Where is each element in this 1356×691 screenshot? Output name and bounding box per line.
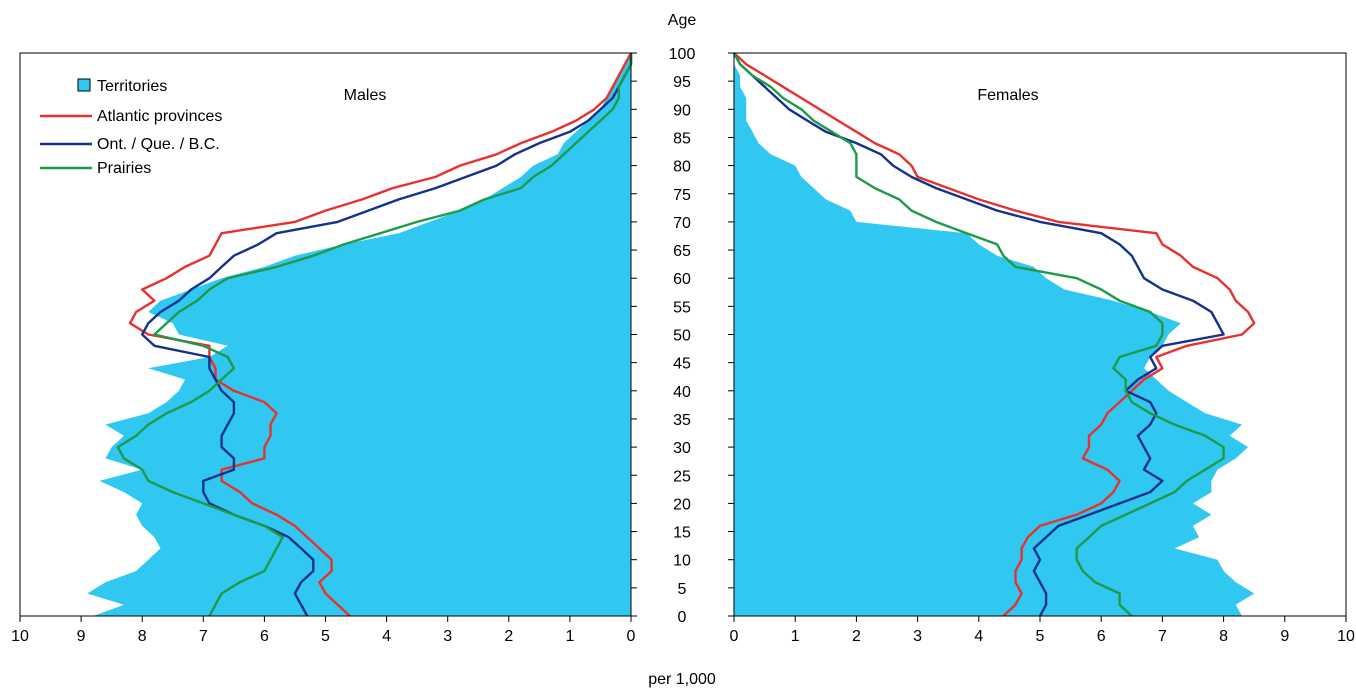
females-label: Females — [977, 87, 1038, 104]
age-tick-label: 15 — [673, 525, 691, 542]
males-x-tick-label: 10 — [11, 628, 29, 645]
age-tick-label: 65 — [673, 243, 691, 260]
legend-label-atlantic: Atlantic provinces — [97, 108, 222, 125]
age-tick-label: 90 — [673, 102, 691, 119]
males-x-tick-label: 0 — [627, 628, 636, 645]
males-x-tick-label: 9 — [77, 628, 86, 645]
males-atlantic-provinces-line — [128, 52, 633, 617]
males-label: Males — [344, 87, 387, 104]
legend-label-prairies: Prairies — [97, 160, 151, 177]
females-panel: Females 0 1 2 3 4 5 6 7 8 9 10 — [730, 52, 1355, 645]
age-axis: Age 0 5 10 15 20 25 30 35 40 45 50 55 60 65 70 75 80 85 90… — [631, 12, 734, 626]
age-tick-label: 0 — [678, 609, 687, 626]
males-territories-area — [87, 53, 631, 616]
males-x-tick-label: 8 — [138, 628, 147, 645]
age-tick-label: 80 — [673, 159, 691, 176]
males-prairies-line — [116, 53, 633, 617]
males-x-tick-label: 5 — [321, 628, 330, 645]
age-tick-label: 50 — [673, 328, 691, 345]
females-x-tick-label: 10 — [1337, 628, 1355, 645]
age-tick-label: 85 — [673, 130, 691, 147]
females-x-tick-label: 5 — [1036, 628, 1045, 645]
legend: Territories Atlantic provinces Ont. / Qu… — [40, 78, 222, 177]
females-x-tick-label: 8 — [1219, 628, 1228, 645]
females-x-tick-label: 4 — [974, 628, 983, 645]
females-x-tick-label: 0 — [730, 628, 739, 645]
legend-swatch-territories — [77, 78, 91, 92]
males-series-group — [87, 52, 633, 617]
age-tick-label: 35 — [673, 412, 691, 429]
x-axis-title: per 1,000 — [648, 671, 716, 688]
age-tick-label: 25 — [673, 468, 691, 485]
age-tick-label: 60 — [673, 271, 691, 288]
age-tick-label: 40 — [673, 384, 691, 401]
males-x-tick-label: 4 — [382, 628, 391, 645]
females-atlantic-provinces-line — [733, 52, 1256, 617]
males-panel: Males 10 9 8 7 6 5 4 3 2 1 0 — [11, 52, 636, 645]
males-x-tick-label: 1 — [565, 628, 574, 645]
females-x-tick-label: 1 — [791, 628, 800, 645]
age-tick-label: 100 — [669, 46, 696, 63]
age-tick-label: 55 — [673, 299, 691, 316]
females-territories-area — [734, 53, 1255, 616]
age-tick-label: 30 — [673, 440, 691, 457]
age-tick-label: 5 — [678, 581, 687, 598]
age-tick-label: 10 — [673, 553, 691, 570]
legend-label-territories: Territories — [97, 78, 167, 95]
males-x-tick-label: 2 — [504, 628, 513, 645]
age-tick-label: 45 — [673, 356, 691, 373]
females-x-tick-label: 7 — [1158, 628, 1167, 645]
age-axis-title: Age — [668, 12, 697, 29]
females-prairies-line — [732, 52, 1225, 617]
females-x-axis: 0 1 2 3 4 5 6 7 8 9 10 — [730, 616, 1355, 645]
females-x-tick-label: 2 — [852, 628, 861, 645]
males-x-tick-label: 6 — [260, 628, 269, 645]
females-x-tick-label: 9 — [1280, 628, 1289, 645]
age-tick-label: 95 — [673, 74, 691, 91]
females-ont-que-b-c-line — [732, 52, 1225, 617]
age-tick-label: 70 — [673, 215, 691, 232]
females-x-tick-label: 3 — [913, 628, 922, 645]
males-x-tick-label: 3 — [443, 628, 452, 645]
males-x-axis: 10 9 8 7 6 5 4 3 2 1 0 — [11, 616, 636, 645]
females-series-group — [732, 52, 1256, 617]
age-tick-label: 75 — [673, 187, 691, 204]
females-x-tick-label: 6 — [1097, 628, 1106, 645]
age-tick-label: 20 — [673, 496, 691, 513]
legend-label-ont-que-bc: Ont. / Que. / B.C. — [97, 136, 220, 153]
males-x-tick-label: 7 — [199, 628, 208, 645]
